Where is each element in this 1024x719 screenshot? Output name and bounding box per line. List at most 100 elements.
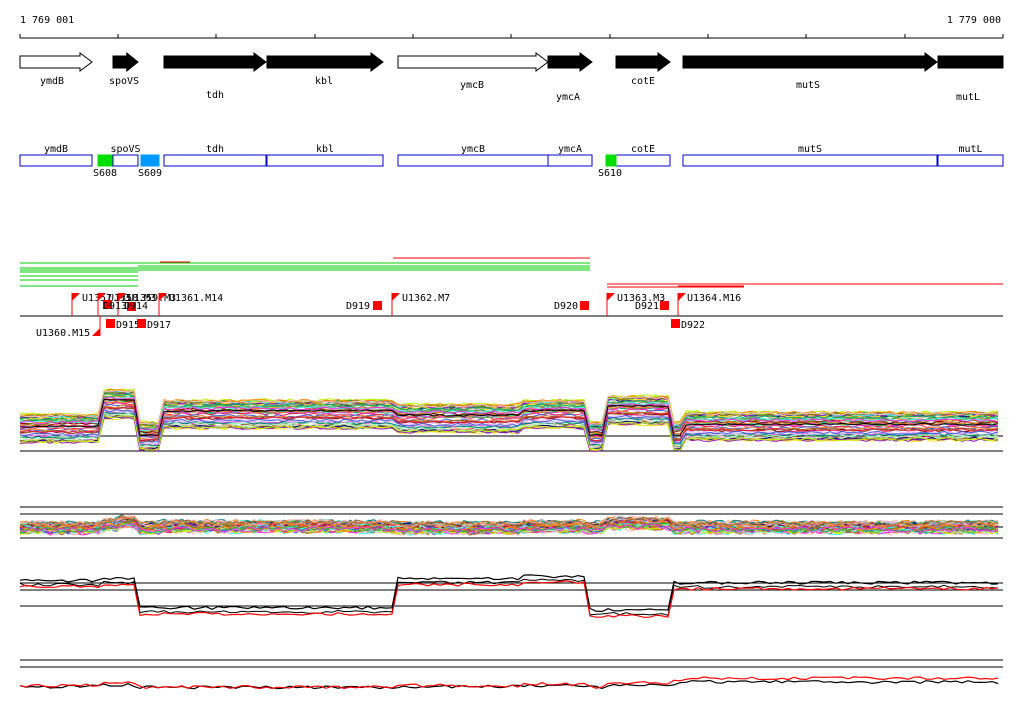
log-ratio-series (19, 523, 999, 535)
gene-box-mutS (682, 154, 938, 167)
mean-log-ratio-red (19, 676, 999, 690)
flag-U1361.M14 (159, 293, 167, 301)
d-box-label-D920: D920 (554, 301, 578, 312)
mean-log-ratio-black (19, 679, 999, 690)
flag-label-U1364.M16: U1364.M16 (687, 293, 741, 304)
mean-series-black (19, 578, 999, 617)
gene-arrow-kbl (266, 52, 384, 72)
log-ratio-series (19, 520, 999, 532)
gene-box-label-spoVS: spoVS (110, 144, 140, 155)
flag-label-U1357.M3: U1357.M3 (82, 293, 130, 304)
gene-label-cotE: cotE (631, 76, 655, 87)
flag-U1358.M3 (98, 293, 106, 301)
expression-series (19, 395, 998, 432)
end-coordinate: 1 779 000 (947, 15, 1001, 26)
gene-box-label-mutS: mutS (798, 144, 822, 155)
coordinate-ruler: 1 769 001 1 779 000 (19, 15, 1004, 39)
flag-label-U1358.M3: U1358.M3 (108, 293, 156, 304)
flag-U1360.M15 (92, 328, 100, 336)
expression-series (19, 393, 999, 430)
gene-arrow-tdh (163, 52, 267, 72)
tiling-expression-panel (19, 388, 1003, 453)
start-coordinate: 1 769 001 (20, 15, 74, 26)
gene-arrow-track: ymdB spoVS tdh kbl ymcB ymcA cotE mutS mutL (19, 51, 1004, 103)
flag-U1357.M3 (72, 293, 80, 301)
expression-series (19, 411, 999, 447)
gene-box-label-ymcB: ymcB (461, 144, 485, 155)
d-box-D915 (106, 319, 115, 328)
mean-series-black (19, 574, 999, 613)
gene-box-kbl (266, 154, 384, 167)
gene-arrow-mutL (937, 55, 1004, 69)
log-ratio-series (20, 523, 999, 535)
flag-label-U1359.M3: U1359.M3 (128, 293, 176, 304)
gene-box-ymcA (547, 154, 593, 167)
gene-box-label-tdh: tdh (206, 144, 224, 155)
gene-label-ymcA: ymcA (556, 92, 580, 103)
gene-box-ymdB (19, 154, 93, 167)
gene-box-cotE (615, 154, 671, 167)
d-box-D913 (103, 300, 112, 309)
gene-box-label-ymdB: ymdB (44, 144, 68, 155)
gene-box-spoVS (112, 154, 139, 167)
mean-series-red (19, 580, 999, 618)
expression-series (19, 416, 998, 453)
gene-arrow-ymcA (547, 52, 593, 72)
expression-series (19, 408, 999, 444)
expression-series (19, 415, 999, 451)
flag-label-U1361.M14: U1361.M14 (169, 293, 223, 304)
gene-arrow-cotE (615, 52, 671, 72)
s-element-label-S609: S609 (138, 168, 162, 179)
expression-series (19, 398, 999, 437)
expression-series (19, 402, 999, 438)
gene-box-tdh (163, 154, 267, 167)
gene-box-mutL (937, 154, 1004, 167)
expression-series (19, 396, 999, 432)
flag-U1362.M7 (392, 293, 400, 301)
flag-label-U1362.M7: U1362.M7 (402, 293, 450, 304)
gene-box-label-cotE: cotE (631, 144, 655, 155)
flag-label-U1363.M3: U1363.M3 (617, 293, 665, 304)
d-box-D917 (137, 319, 146, 328)
d-box-D914 (127, 302, 136, 311)
d-box-D920 (580, 301, 589, 310)
flag-label-U1360.M15: U1360.M15 (36, 328, 90, 339)
gene-label-mutS: mutS (796, 80, 820, 91)
mean-log-ratio-panel (19, 659, 1003, 690)
gene-box-ymcB (397, 154, 549, 167)
gene-label-mutL: mutL (956, 92, 980, 103)
expression-series (19, 400, 999, 436)
d-box-label-D922: D922 (681, 320, 705, 331)
flag-U1359.M3 (118, 293, 126, 301)
gene-box-label-mutL: mutL (958, 144, 982, 155)
gene-box-label-ymcA: ymcA (558, 144, 582, 155)
log-ratio-series (19, 521, 999, 535)
expression-series (19, 388, 999, 425)
s-element-S610 (605, 154, 617, 167)
gene-label-spoVS: spoVS (109, 76, 139, 87)
log-ratio-series (19, 516, 999, 529)
log-ratio-panel (19, 506, 1003, 539)
gene-label-ymcB: ymcB (460, 80, 484, 91)
s-element-S608 (97, 154, 113, 167)
d-box-label-D919: D919 (346, 301, 370, 312)
d-box-label-D917: D917 (147, 320, 171, 331)
expression-series (19, 390, 999, 426)
expression-series (19, 406, 999, 443)
gene-arrow-ymdB (19, 52, 93, 72)
mean-expression-panel (19, 574, 1003, 618)
flag-U1364.M16 (678, 293, 686, 301)
d-box-label-D913: D913 (103, 301, 127, 312)
gene-arrow-mutS (682, 52, 938, 72)
s-element-label-S608: S608 (93, 168, 117, 179)
d-box-label-D915: D915 (116, 320, 140, 331)
d-box-D922 (671, 319, 680, 328)
gene-label-ymdB: ymdB (40, 76, 64, 87)
gene-arrow-ymcB (397, 52, 549, 72)
gene-arrow-spoVS (112, 51, 139, 73)
gene-label-tdh: tdh (206, 90, 224, 101)
gene-label-kbl: kbl (315, 76, 333, 87)
transcript-lines (20, 257, 1003, 288)
